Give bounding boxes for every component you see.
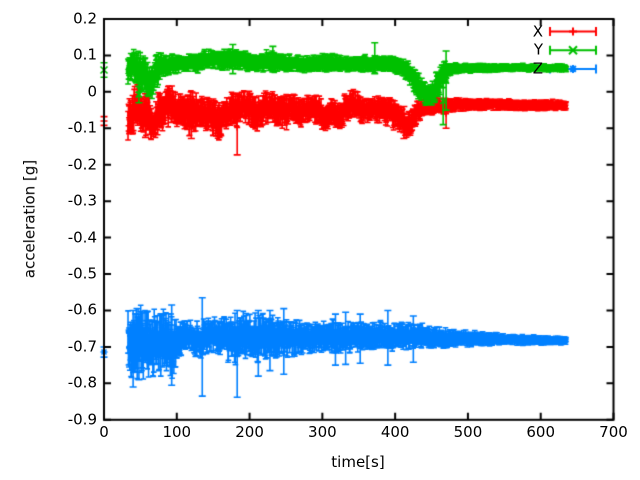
x-tick-label: 200 — [235, 423, 264, 441]
x-tick-label: 0 — [99, 423, 109, 441]
x-tick-label: 400 — [380, 423, 410, 441]
y-tick-label: 0.2 — [73, 9, 97, 28]
y-tick-label: -0.2 — [67, 155, 97, 174]
x-tick-label: 100 — [162, 423, 192, 441]
legend-label-z: Z — [532, 59, 543, 78]
y-tick-label: 0.1 — [73, 45, 97, 64]
legend-label-x: X — [532, 22, 543, 40]
y-tick-label: -0.4 — [67, 228, 97, 247]
legend-label-y: Y — [533, 40, 543, 59]
y-tick-label: -0.5 — [67, 264, 97, 283]
y-tick-label: -0.9 — [67, 410, 97, 429]
x-tick-label: 300 — [308, 423, 337, 441]
x-axis-title: time[s] — [331, 453, 385, 471]
y-tick-label: -0.6 — [67, 300, 97, 319]
y-tick-label: -0.1 — [67, 118, 97, 137]
y-tick-label: -0.7 — [67, 337, 97, 356]
y-axis-title: acceleration [g] — [20, 159, 39, 279]
y-tick-label: -0.8 — [67, 373, 97, 392]
x-tick-label: 600 — [526, 423, 556, 441]
x-tick-label: 700 — [599, 423, 628, 441]
y-tick-label: 0 — [87, 82, 97, 101]
x-tick-label: 500 — [453, 423, 483, 441]
y-tick-label: -0.3 — [67, 191, 97, 210]
